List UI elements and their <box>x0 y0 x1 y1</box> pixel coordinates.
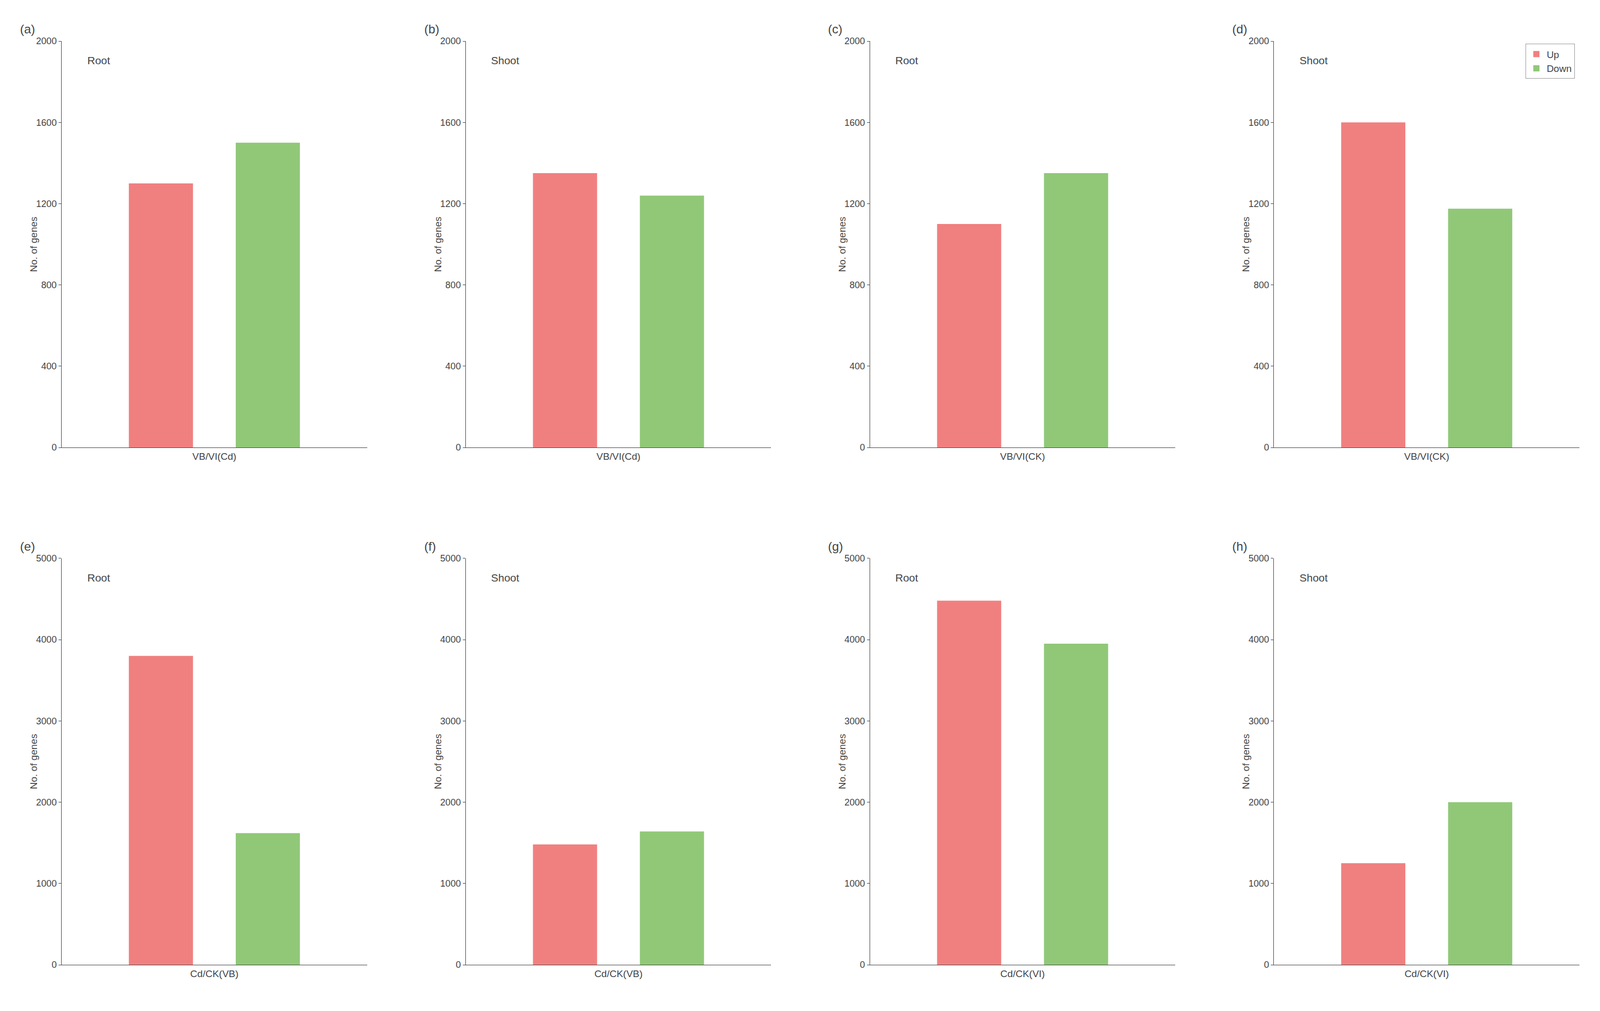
svg-text:5000: 5000 <box>440 553 461 564</box>
svg-text:Root: Root <box>87 54 111 67</box>
svg-text:1600: 1600 <box>844 117 865 128</box>
svg-text:1600: 1600 <box>1248 117 1270 128</box>
svg-text:Root: Root <box>895 54 919 67</box>
svg-text:1000: 1000 <box>35 878 57 889</box>
svg-text:2000: 2000 <box>440 797 461 808</box>
svg-text:1000: 1000 <box>844 878 865 889</box>
svg-text:1200: 1200 <box>440 198 461 210</box>
svg-text:VB/VI(Cd): VB/VI(Cd) <box>192 450 237 462</box>
svg-text:0: 0 <box>51 442 57 453</box>
svg-text:4000: 4000 <box>440 634 461 645</box>
svg-text:No. of genes: No. of genes <box>836 216 848 273</box>
svg-text:400: 400 <box>445 361 461 372</box>
svg-text:3000: 3000 <box>35 716 57 727</box>
svg-text:No. of genes: No. of genes <box>432 216 444 273</box>
svg-text:0: 0 <box>455 442 461 453</box>
svg-text:2000: 2000 <box>1248 35 1270 47</box>
svg-text:VB/VI(Cd): VB/VI(Cd) <box>596 450 641 462</box>
svg-text:4000: 4000 <box>35 634 57 645</box>
svg-text:400: 400 <box>1253 361 1270 372</box>
svg-text:Cd/CK(VB): Cd/CK(VB) <box>594 968 643 980</box>
svg-text:0: 0 <box>859 442 865 453</box>
svg-text:(h): (h) <box>1232 539 1248 554</box>
svg-text:2000: 2000 <box>35 797 57 808</box>
svg-text:Shoot: Shoot <box>1299 571 1328 584</box>
svg-text:4000: 4000 <box>844 634 865 645</box>
svg-text:1200: 1200 <box>844 198 865 210</box>
svg-text:5000: 5000 <box>35 553 57 564</box>
svg-text:3000: 3000 <box>440 716 461 727</box>
svg-text:Cd/CK(VB): Cd/CK(VB) <box>190 968 239 980</box>
svg-text:Cd/CK(VI): Cd/CK(VI) <box>1404 968 1449 980</box>
svg-text:5000: 5000 <box>844 553 865 564</box>
svg-text:No. of genes: No. of genes <box>28 216 40 273</box>
svg-text:400: 400 <box>41 361 57 372</box>
svg-text:No. of genes: No. of genes <box>1240 733 1252 790</box>
svg-text:(f): (f) <box>424 539 437 554</box>
svg-text:VB/VI(CK): VB/VI(CK) <box>1404 450 1450 462</box>
svg-text:2000: 2000 <box>35 35 57 47</box>
svg-text:2000: 2000 <box>844 797 865 808</box>
svg-text:1200: 1200 <box>35 198 57 210</box>
svg-text:Up: Up <box>1546 49 1559 61</box>
svg-text:400: 400 <box>849 361 865 372</box>
svg-text:(g): (g) <box>827 539 843 554</box>
svg-text:Shoot: Shoot <box>491 54 520 67</box>
svg-text:1600: 1600 <box>35 117 57 128</box>
svg-text:(b): (b) <box>424 22 440 36</box>
svg-text:Shoot: Shoot <box>1299 54 1328 67</box>
svg-text:0: 0 <box>1264 442 1270 453</box>
svg-text:0: 0 <box>1264 959 1270 970</box>
svg-text:0: 0 <box>51 959 57 970</box>
svg-text:(e): (e) <box>20 539 35 554</box>
svg-text:No. of genes: No. of genes <box>28 733 40 790</box>
svg-text:Cd/CK(VI): Cd/CK(VI) <box>1000 968 1046 980</box>
svg-text:Root: Root <box>895 571 919 584</box>
svg-text:4000: 4000 <box>1248 634 1270 645</box>
svg-text:2000: 2000 <box>844 35 865 47</box>
svg-text:800: 800 <box>1253 279 1270 291</box>
svg-text:1000: 1000 <box>440 878 461 889</box>
svg-text:No. of genes: No. of genes <box>836 733 848 790</box>
svg-text:0: 0 <box>455 959 461 970</box>
svg-text:0: 0 <box>859 959 865 970</box>
svg-text:1200: 1200 <box>1248 198 1270 210</box>
svg-text:800: 800 <box>445 279 461 291</box>
svg-text:1600: 1600 <box>440 117 461 128</box>
svg-text:3000: 3000 <box>1248 716 1270 727</box>
svg-text:(c): (c) <box>827 22 843 36</box>
svg-text:Root: Root <box>87 571 111 584</box>
svg-text:(d): (d) <box>1232 22 1248 36</box>
svg-text:(a): (a) <box>20 22 35 36</box>
svg-text:Shoot: Shoot <box>491 571 520 584</box>
svg-text:800: 800 <box>849 279 865 291</box>
svg-text:5000: 5000 <box>1248 553 1270 564</box>
svg-text:2000: 2000 <box>440 35 461 47</box>
svg-text:3000: 3000 <box>844 716 865 727</box>
svg-text:No. of genes: No. of genes <box>1240 216 1252 273</box>
svg-text:No. of genes: No. of genes <box>432 733 444 790</box>
svg-text:Down: Down <box>1546 63 1572 74</box>
svg-text:1000: 1000 <box>1248 878 1270 889</box>
svg-text:2000: 2000 <box>1248 797 1270 808</box>
svg-text:VB/VI(CK): VB/VI(CK) <box>1000 450 1046 462</box>
svg-text:800: 800 <box>41 279 57 291</box>
